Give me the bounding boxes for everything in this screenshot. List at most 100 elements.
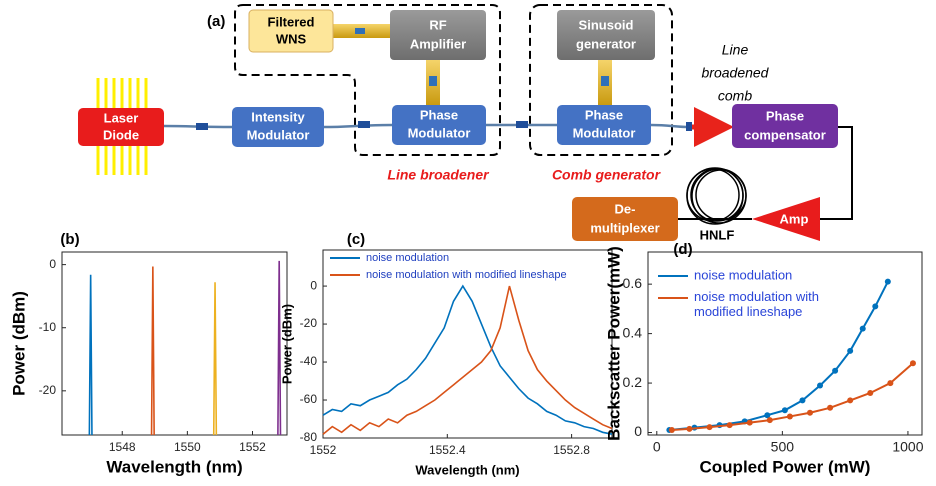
- node-label: Modulator: [408, 125, 471, 140]
- data-point: [867, 389, 874, 396]
- node-box: [732, 104, 838, 148]
- y-axis-label: Backscatter Power(mW): [604, 246, 623, 441]
- fiber-coil: [686, 167, 747, 225]
- series-line: [322, 284, 613, 435]
- panel-label: (d): [673, 241, 692, 258]
- series-line: [150, 266, 155, 436]
- section-label: Comb generator: [552, 167, 662, 183]
- y-tick-label: 0.2: [623, 374, 643, 390]
- connector: [355, 28, 365, 34]
- node-box: [557, 105, 651, 145]
- x-tick-label: 1552.8: [553, 443, 590, 457]
- node-label: Intensity: [251, 109, 305, 124]
- dashed-box: [234, 4, 501, 156]
- legend-label: noise modulation with modified lineshape: [694, 289, 823, 319]
- data-point: [909, 360, 916, 367]
- y-tick-label: 0: [310, 278, 317, 292]
- data-point: [764, 412, 771, 419]
- x-axis-label: Wavelength (nm): [415, 462, 519, 477]
- panel-label: (c): [347, 231, 365, 248]
- x-axis-label: Wavelength (nm): [106, 457, 242, 476]
- y-tick-label: -40: [300, 354, 318, 368]
- data-point: [686, 425, 693, 432]
- node-label: Diode: [103, 127, 139, 142]
- node-label: Filtered: [268, 14, 315, 29]
- series-line: [277, 260, 282, 436]
- dashed-box: [529, 4, 673, 156]
- node-box: [248, 9, 334, 53]
- node-label: Phase: [420, 107, 458, 122]
- y-tick-label: -80: [300, 430, 318, 444]
- plot-area: [322, 249, 613, 439]
- data-point: [799, 397, 806, 404]
- node-label: De-: [615, 201, 636, 216]
- x-tick-label: 0: [653, 439, 661, 455]
- plot-area: [647, 251, 923, 436]
- data-point: [806, 409, 813, 416]
- node-label: generator: [576, 36, 636, 51]
- annotation: broadened: [702, 65, 770, 81]
- node-label: multiplexer: [590, 220, 659, 235]
- connector: [686, 122, 692, 131]
- data-point: [827, 404, 834, 411]
- data-point: [668, 427, 675, 434]
- node-label: RF: [429, 17, 446, 32]
- node-label: Phase: [766, 108, 804, 123]
- data-point: [781, 407, 788, 414]
- x-axis-label: Coupled Power (mW): [700, 457, 871, 476]
- section-label: Line broadener: [387, 167, 490, 183]
- node-box: [752, 197, 820, 241]
- annotation: Line: [722, 42, 749, 58]
- x-tick-label: 1552: [239, 440, 266, 454]
- y-tick-label: 0.4: [623, 324, 643, 340]
- connector: [429, 76, 437, 86]
- x-tick-label: 1548: [109, 440, 136, 454]
- node-label: Modulator: [247, 127, 310, 142]
- data-point: [887, 380, 894, 387]
- data-point: [859, 325, 866, 332]
- y-tick-label: 0: [634, 423, 642, 439]
- panel-label: (a): [207, 13, 225, 30]
- node-box: [572, 197, 678, 241]
- connector: [516, 121, 528, 128]
- node-label: Amplifier: [410, 36, 466, 51]
- data-point: [884, 278, 891, 285]
- y-tick-label: -20: [300, 316, 318, 330]
- data-point: [832, 367, 839, 374]
- connector: [601, 76, 609, 86]
- panel-label: (b): [60, 231, 79, 248]
- data-point: [872, 303, 879, 310]
- data-point: [726, 422, 733, 429]
- diagram: (a) Filtered WNS RF: [78, 4, 853, 242]
- fiber: [820, 126, 853, 220]
- plot-area: [61, 251, 288, 436]
- connector: [358, 121, 370, 128]
- legend-label: noise modulation: [694, 267, 792, 282]
- node-label: Amp: [780, 211, 809, 226]
- data-point: [786, 413, 793, 420]
- data-point: [706, 424, 713, 431]
- annotation: comb: [718, 88, 752, 104]
- node-box: [392, 105, 486, 145]
- node-box: [232, 107, 324, 147]
- y-tick-label: 0: [49, 257, 56, 271]
- x-tick-label: 1552.4: [429, 443, 466, 457]
- y-tick-label: 0.6: [623, 275, 643, 291]
- x-tick-label: 1000: [892, 439, 923, 455]
- series-line: [88, 274, 93, 436]
- node-label: Modulator: [573, 125, 636, 140]
- y-tick-label: -10: [39, 320, 57, 334]
- node-label: Phase: [585, 107, 623, 122]
- y-tick-label: -20: [39, 383, 57, 397]
- series-line: [212, 282, 218, 436]
- y-tick-label: -60: [300, 392, 318, 406]
- y-axis-label: Power (dBm): [279, 304, 294, 384]
- series-line: [322, 285, 613, 435]
- legend-label: noise modulation with modified lineshape: [366, 269, 567, 281]
- node-box: [557, 10, 655, 60]
- data-point: [746, 419, 753, 426]
- node-box: [78, 108, 164, 146]
- data-point: [847, 347, 854, 354]
- connector: [196, 123, 208, 130]
